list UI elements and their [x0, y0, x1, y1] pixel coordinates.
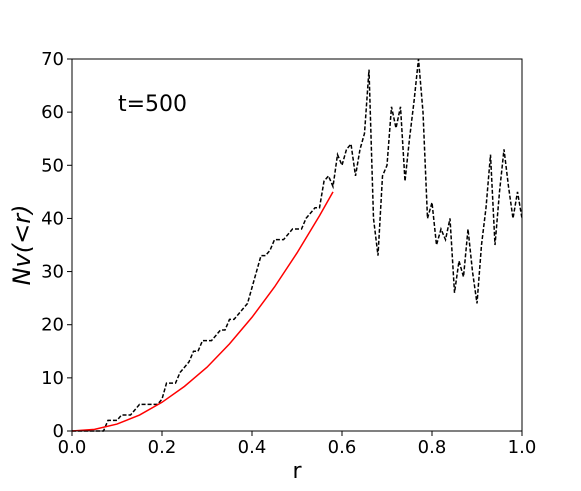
y-tick-label: 50: [41, 155, 64, 176]
x-tick-label: 0.2: [148, 437, 177, 458]
x-tick-label: 0.8: [418, 437, 447, 458]
y-tick-label: 0: [53, 421, 64, 442]
line-series: [71, 191, 334, 432]
annotation: t=500: [118, 92, 187, 117]
y-tick-label: 10: [41, 368, 64, 389]
y-tick-label: 70: [41, 49, 64, 70]
y-tick-label: 20: [41, 315, 64, 336]
y-tick-label: 40: [41, 208, 64, 229]
line-series: [72, 58, 523, 432]
x-tick-label: 0.0: [58, 437, 87, 458]
x-axis-label: r: [292, 459, 302, 484]
x-tick-label: 1.0: [508, 437, 537, 458]
y-tick-label: 60: [41, 102, 64, 123]
y-axis-label: Nv(<r): [8, 205, 36, 286]
x-tick-label: 0.6: [328, 437, 357, 458]
y-tick-label: 30: [41, 262, 64, 283]
plot-frame: [71, 58, 523, 432]
x-tick-label: 0.4: [238, 437, 267, 458]
